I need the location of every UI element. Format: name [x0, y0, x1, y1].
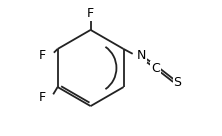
Text: C: C	[151, 61, 160, 75]
Text: F: F	[87, 7, 94, 20]
Text: F: F	[39, 91, 46, 104]
Text: S: S	[174, 76, 182, 89]
Text: F: F	[39, 49, 46, 62]
Text: N: N	[137, 49, 146, 62]
